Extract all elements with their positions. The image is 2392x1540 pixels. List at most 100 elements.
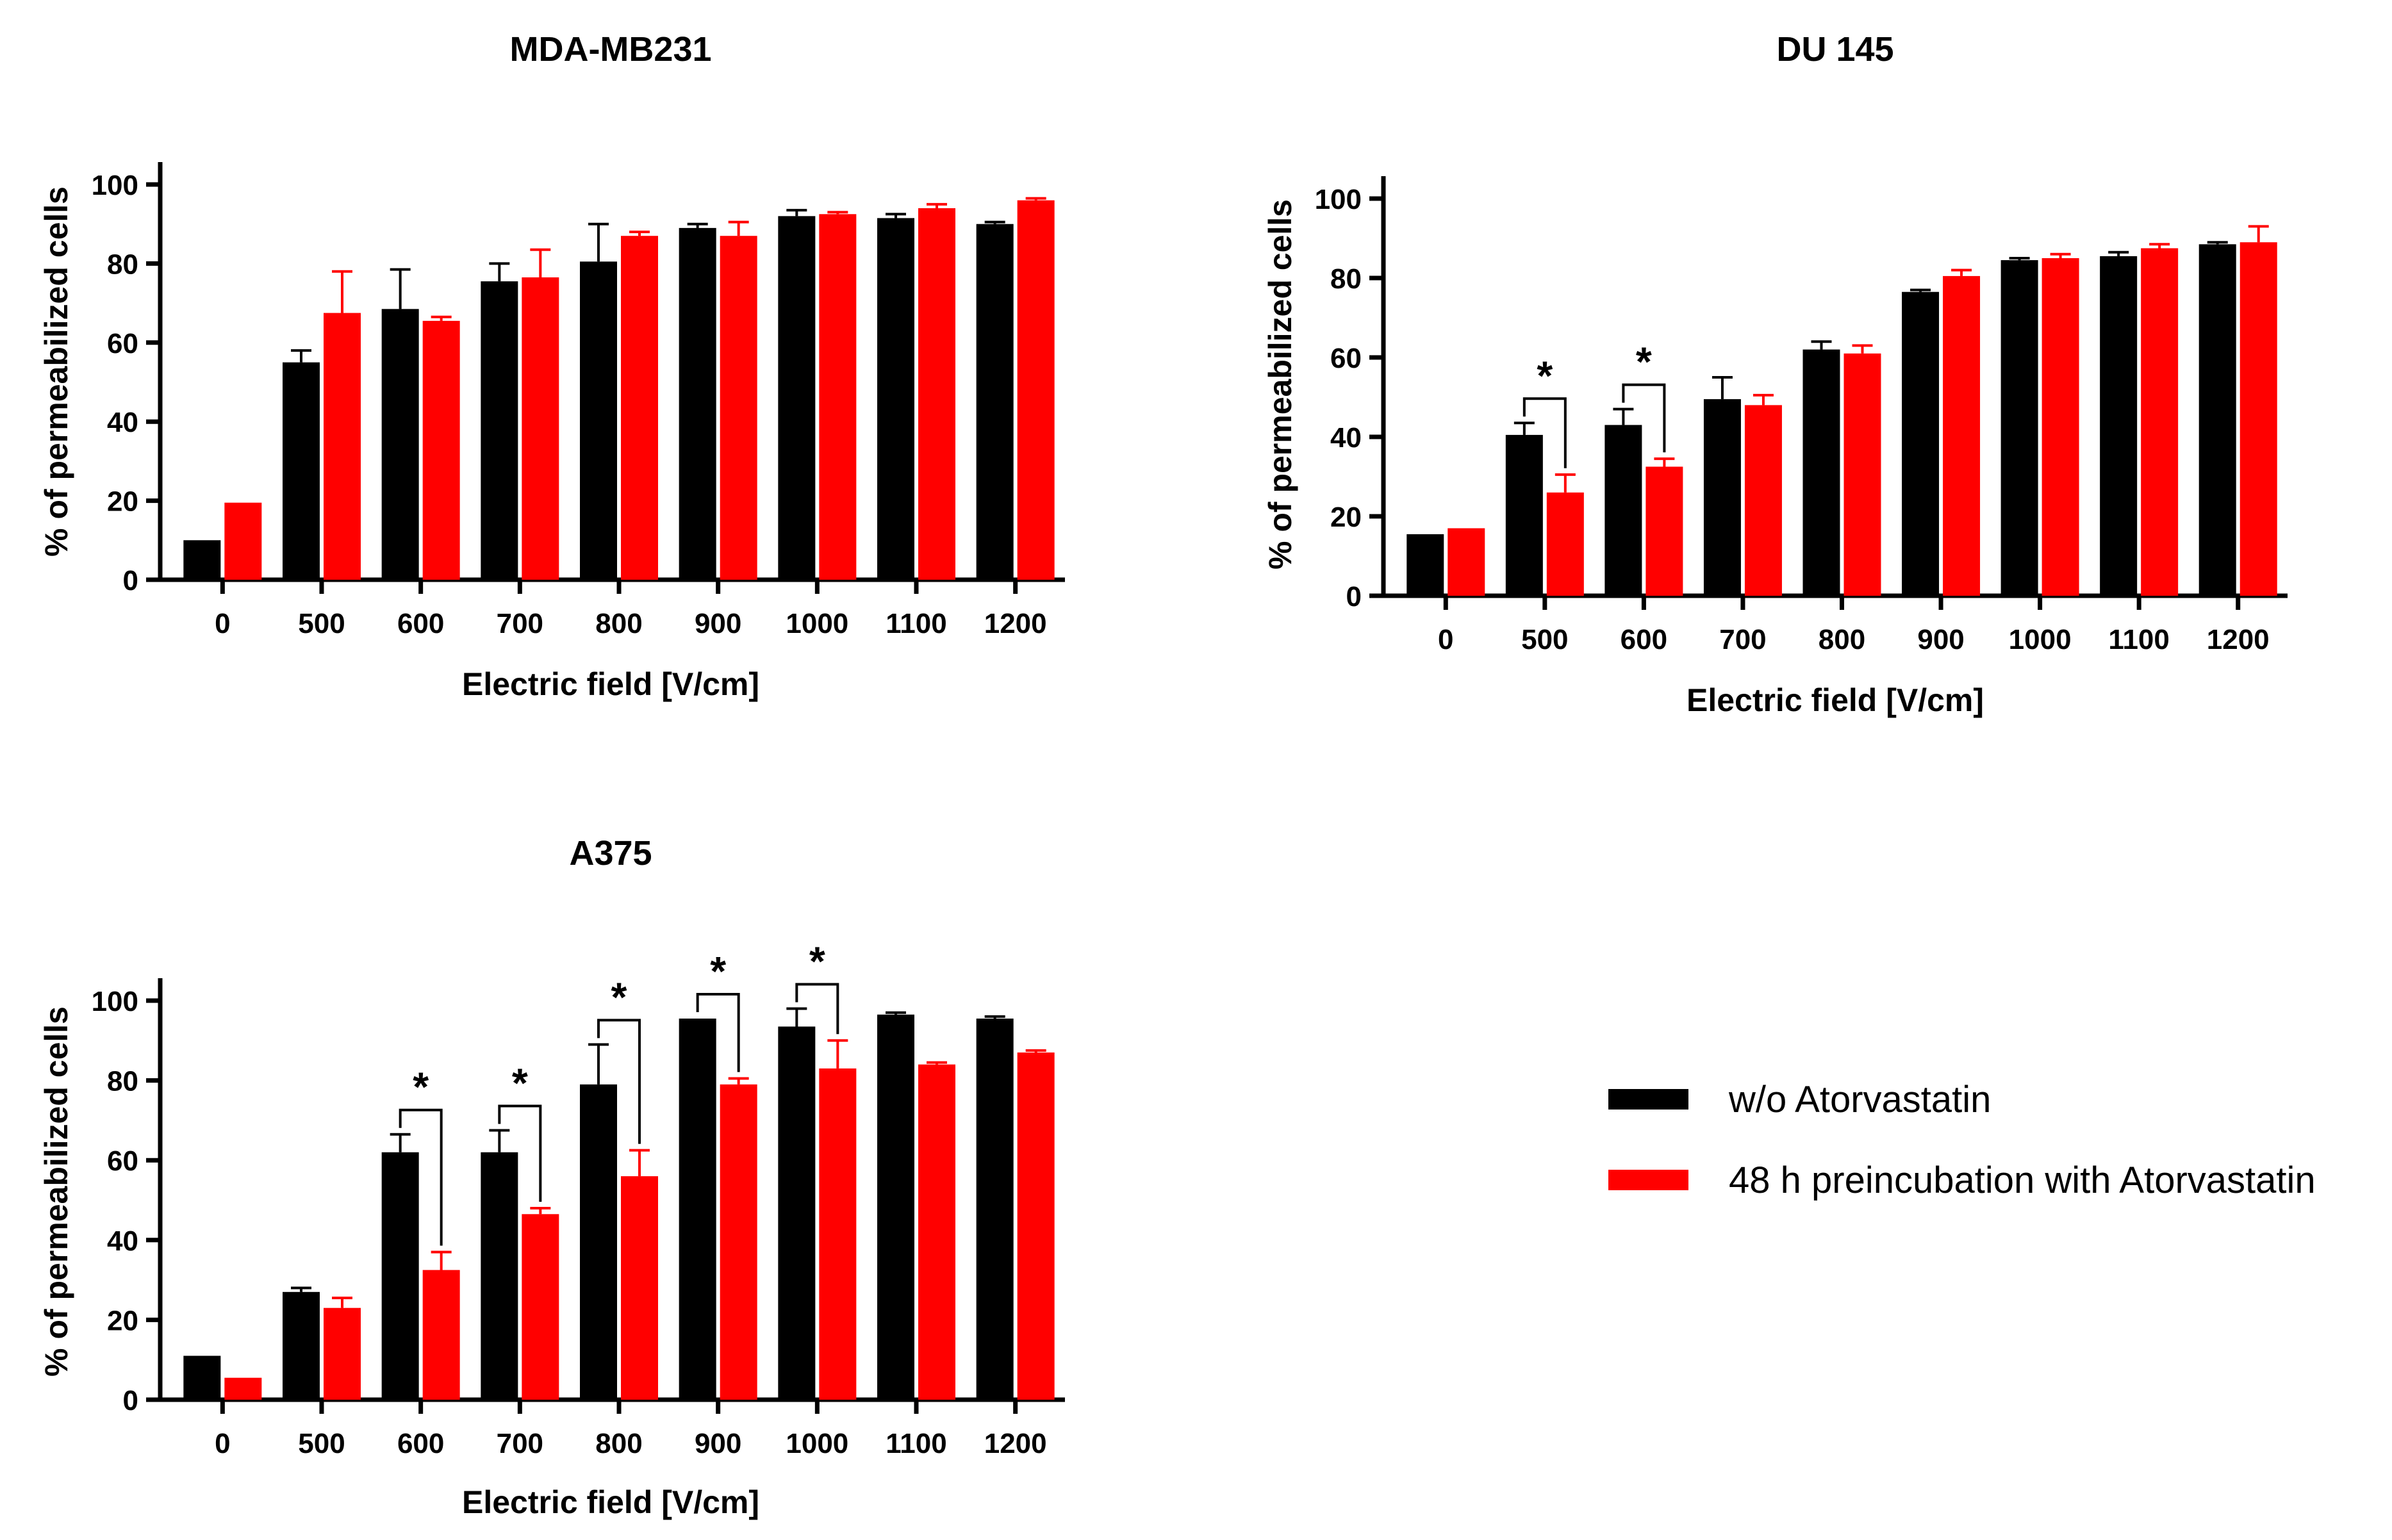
chart-panel-a375: A375 % of permeabilized cells Electric f…: [38, 834, 1065, 1520]
bar-series-2: [522, 1214, 559, 1400]
y-tick-label: 60: [1330, 343, 1362, 374]
x-axis-label: Electric field [V/cm]: [462, 666, 759, 702]
y-tick-label: 0: [1346, 581, 1362, 612]
bar-series-1: [976, 224, 1014, 580]
bar-series-2: [918, 208, 955, 580]
bar-series-2: [422, 1270, 460, 1400]
x-tick-label: 800: [1819, 624, 1865, 655]
bar-series-2: [2041, 258, 2079, 596]
chart-title: MDA-MB231: [509, 30, 711, 69]
x-tick-label: 1100: [2108, 624, 2169, 655]
chart-title: DU 145: [1776, 30, 1893, 69]
y-tick-label: 20: [1330, 502, 1362, 533]
bar-series-2: [720, 236, 757, 580]
bar-series-2: [1843, 353, 1881, 596]
significance-marker: *: [512, 1060, 528, 1106]
x-tick-label: 0: [1438, 624, 1453, 655]
legend: w/o Atorvastatin 48 h preincubation with…: [1608, 1079, 2316, 1201]
bar-series-2: [819, 1068, 857, 1400]
y-tick-label: 80: [1330, 263, 1362, 295]
bar-series-2: [1646, 466, 1683, 596]
bar-series-1: [778, 216, 816, 580]
bar-series-1: [1406, 534, 1444, 596]
x-tick-label: 1200: [984, 1428, 1047, 1459]
x-tick-label: 0: [215, 1428, 230, 1459]
chart-panel-mda-mb231: MDA-MB231 % of permeabilized cells Elect…: [38, 30, 1065, 702]
bar-series-1: [481, 281, 518, 580]
legend-label: 48 h preincubation with Atorvastatin: [1729, 1159, 2316, 1201]
significance-bracket: [795, 983, 839, 1035]
y-axis-label: % of permeabilized cells: [1262, 199, 1298, 569]
x-tick-label: 600: [397, 608, 444, 639]
bar-series-2: [1744, 405, 1782, 596]
bar-series-2: [1943, 275, 1981, 596]
legend-label: w/o Atorvastatin: [1728, 1079, 1991, 1120]
bar-series-1: [1703, 399, 1741, 596]
x-tick-label: 700: [497, 608, 543, 639]
x-tick-label: 1200: [2207, 624, 2270, 655]
x-tick-label: 1000: [2009, 624, 2072, 655]
bar-series-2: [522, 277, 559, 580]
x-tick-label: 500: [298, 608, 345, 639]
y-axis-label: % of permeabilized cells: [38, 186, 74, 557]
y-tick-label: 100: [92, 170, 138, 201]
bar-series-2: [2141, 248, 2179, 596]
bar-series-2: [621, 1176, 658, 1400]
x-tick-label: 600: [1621, 624, 1667, 655]
bar-series-2: [819, 214, 857, 580]
x-tick-label: 600: [397, 1428, 444, 1459]
bar-series-2: [720, 1084, 757, 1400]
chart-title: A375: [569, 834, 652, 872]
x-tick-label: 1200: [984, 608, 1047, 639]
bar-series-1: [481, 1152, 518, 1400]
legend-swatch-red: [1608, 1170, 1688, 1190]
y-tick-label: 20: [107, 1305, 138, 1336]
significance-bracket: [1622, 383, 1666, 453]
bar-series-1: [877, 218, 914, 580]
bar-series-2: [324, 313, 361, 580]
y-tick-label: 100: [92, 986, 138, 1017]
bar-series-1: [580, 261, 617, 580]
significance-bracket: [498, 1104, 542, 1202]
legend-entry: 48 h preincubation with Atorvastatin: [1608, 1159, 2316, 1201]
bar-series-1: [183, 540, 221, 580]
legend-swatch-black: [1608, 1089, 1688, 1110]
bar-series-1: [778, 1026, 816, 1400]
x-tick-label: 1100: [886, 1428, 946, 1459]
bar-series-1: [877, 1014, 914, 1400]
significance-bracket: [696, 993, 740, 1072]
y-tick-label: 80: [107, 249, 138, 280]
bar-series-1: [2100, 256, 2138, 596]
bar-series-2: [918, 1064, 955, 1400]
significance-marker: *: [809, 938, 825, 984]
x-axis-label: Electric field [V/cm]: [1687, 682, 1984, 718]
bar-series-2: [1017, 1052, 1055, 1400]
bar-series-2: [224, 1377, 262, 1400]
y-axis-label: % of permeabilized cells: [38, 1006, 74, 1377]
x-tick-label: 0: [215, 608, 230, 639]
y-tick-label: 20: [107, 486, 138, 518]
x-tick-label: 1000: [786, 1428, 848, 1459]
bar-series-2: [621, 236, 658, 580]
bar-series-1: [580, 1084, 617, 1400]
x-axis-label: Electric field [V/cm]: [462, 1484, 759, 1520]
y-tick-label: 0: [123, 565, 138, 596]
x-tick-label: 700: [497, 1428, 543, 1459]
bar-series-1: [1505, 434, 1543, 596]
x-tick-label: 900: [695, 1428, 741, 1459]
bar-series-2: [1546, 492, 1584, 596]
y-tick-label: 100: [1315, 184, 1362, 215]
bar-series-1: [283, 1291, 320, 1400]
chart-panel-du145: DU 145 % of permeabilized cells Electric…: [1262, 30, 2288, 718]
bar-series-1: [1802, 349, 1840, 596]
bar-series-1: [1902, 291, 1940, 596]
bar-series-1: [381, 1152, 419, 1400]
bar-series-1: [679, 1019, 716, 1400]
significance-marker: *: [1537, 352, 1553, 398]
significance-bracket: [1522, 397, 1567, 468]
significance-marker: *: [413, 1064, 429, 1110]
x-tick-label: 900: [695, 608, 741, 639]
bar-series-1: [976, 1019, 1014, 1400]
x-tick-label: 800: [595, 608, 642, 639]
bar-series-2: [1017, 200, 1055, 580]
